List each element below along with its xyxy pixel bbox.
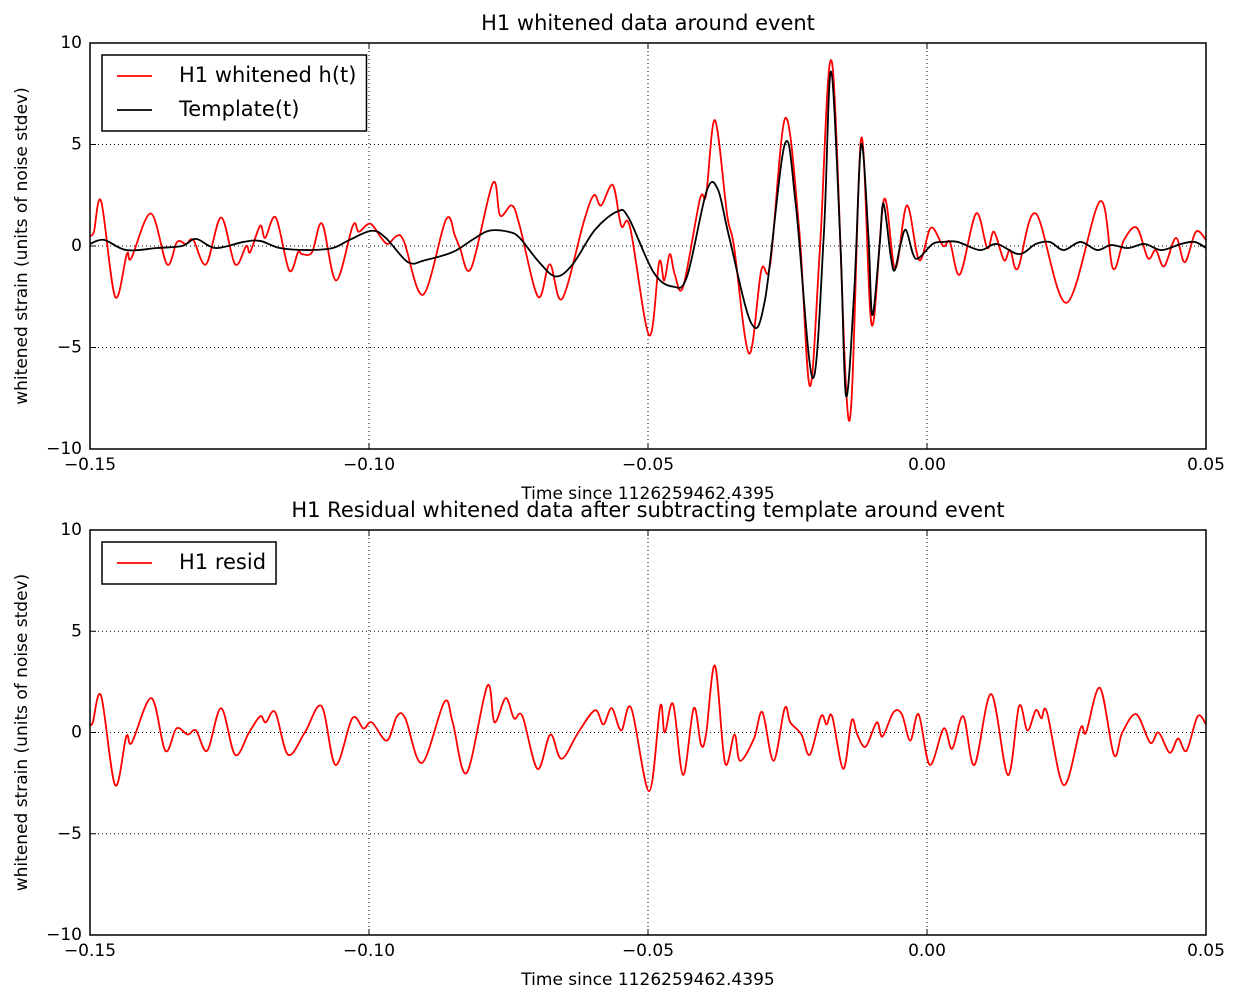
- data-line: [90, 664, 1206, 793]
- x-tick-label: −0.05: [622, 455, 674, 475]
- chart-title: H1 whitened data around event: [481, 11, 815, 35]
- x-axis-label: Time since 1126259462.4395: [520, 484, 774, 504]
- y-axis-label: whitened strain (units of noise stdev): [12, 574, 32, 892]
- x-tick-label: −0.15: [64, 455, 116, 475]
- legend: H1 resid: [101, 541, 277, 585]
- y-tick-label: 5: [71, 135, 82, 155]
- legend: H1 whitened h(t) Template(t): [101, 54, 368, 132]
- x-tick-label: 0.05: [1187, 455, 1225, 475]
- plot-frame: [89, 42, 1207, 450]
- legend-label: Template(t): [178, 97, 299, 121]
- y-axis-label: whitened strain (units of noise stdev): [12, 87, 32, 405]
- x-tick-label: 0.05: [1187, 941, 1225, 961]
- x-tick-label: −0.10: [343, 941, 395, 961]
- y-tick-label: −5: [57, 824, 82, 844]
- y-tick-label: 10: [60, 33, 82, 53]
- y-tick-label: −10: [46, 439, 82, 459]
- x-tick-label: −0.10: [343, 455, 395, 475]
- x-tick-label: 0.00: [908, 941, 946, 961]
- x-tick-label: −0.15: [64, 941, 116, 961]
- plot-frame: [89, 529, 1207, 936]
- y-tick-label: −5: [57, 338, 82, 358]
- chart-title: H1 Residual whitened data after subtract…: [291, 498, 1004, 522]
- x-tick-label: −0.05: [622, 941, 674, 961]
- legend-label: H1 resid: [179, 550, 266, 574]
- y-tick-label: −10: [46, 925, 82, 945]
- y-tick-label: 0: [71, 723, 82, 743]
- y-tick-label: 5: [71, 621, 82, 641]
- x-tick-label: 0.00: [908, 455, 946, 475]
- y-tick-label: 10: [60, 520, 82, 540]
- legend-label: H1 whitened h(t): [179, 63, 356, 87]
- x-axis-label: Time since 1126259462.4395: [520, 970, 774, 990]
- y-tick-label: 0: [71, 236, 82, 256]
- legend-box: [101, 54, 368, 132]
- data-line: [90, 70, 1206, 398]
